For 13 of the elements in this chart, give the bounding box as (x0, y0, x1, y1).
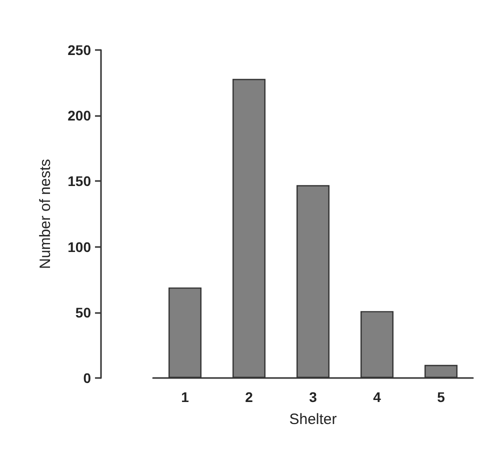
y-axis-title: Number of nests (37, 158, 54, 270)
y-tick-label: 0 (83, 370, 92, 386)
y-tick-label: 100 (68, 238, 92, 255)
y-tick-label: 50 (75, 304, 92, 320)
x-axis-title: Shelter (289, 411, 337, 428)
x-tick-label: 4 (373, 389, 382, 405)
y-tick-label: 150 (68, 173, 92, 190)
x-tick-label: 5 (437, 389, 446, 405)
x-tick-label: 1 (181, 389, 190, 405)
x-tick-label: 2 (245, 389, 254, 405)
y-tick-label: 200 (68, 108, 92, 124)
y-tick-label: 250 (68, 42, 92, 58)
x-tick-label: 3 (309, 389, 318, 405)
